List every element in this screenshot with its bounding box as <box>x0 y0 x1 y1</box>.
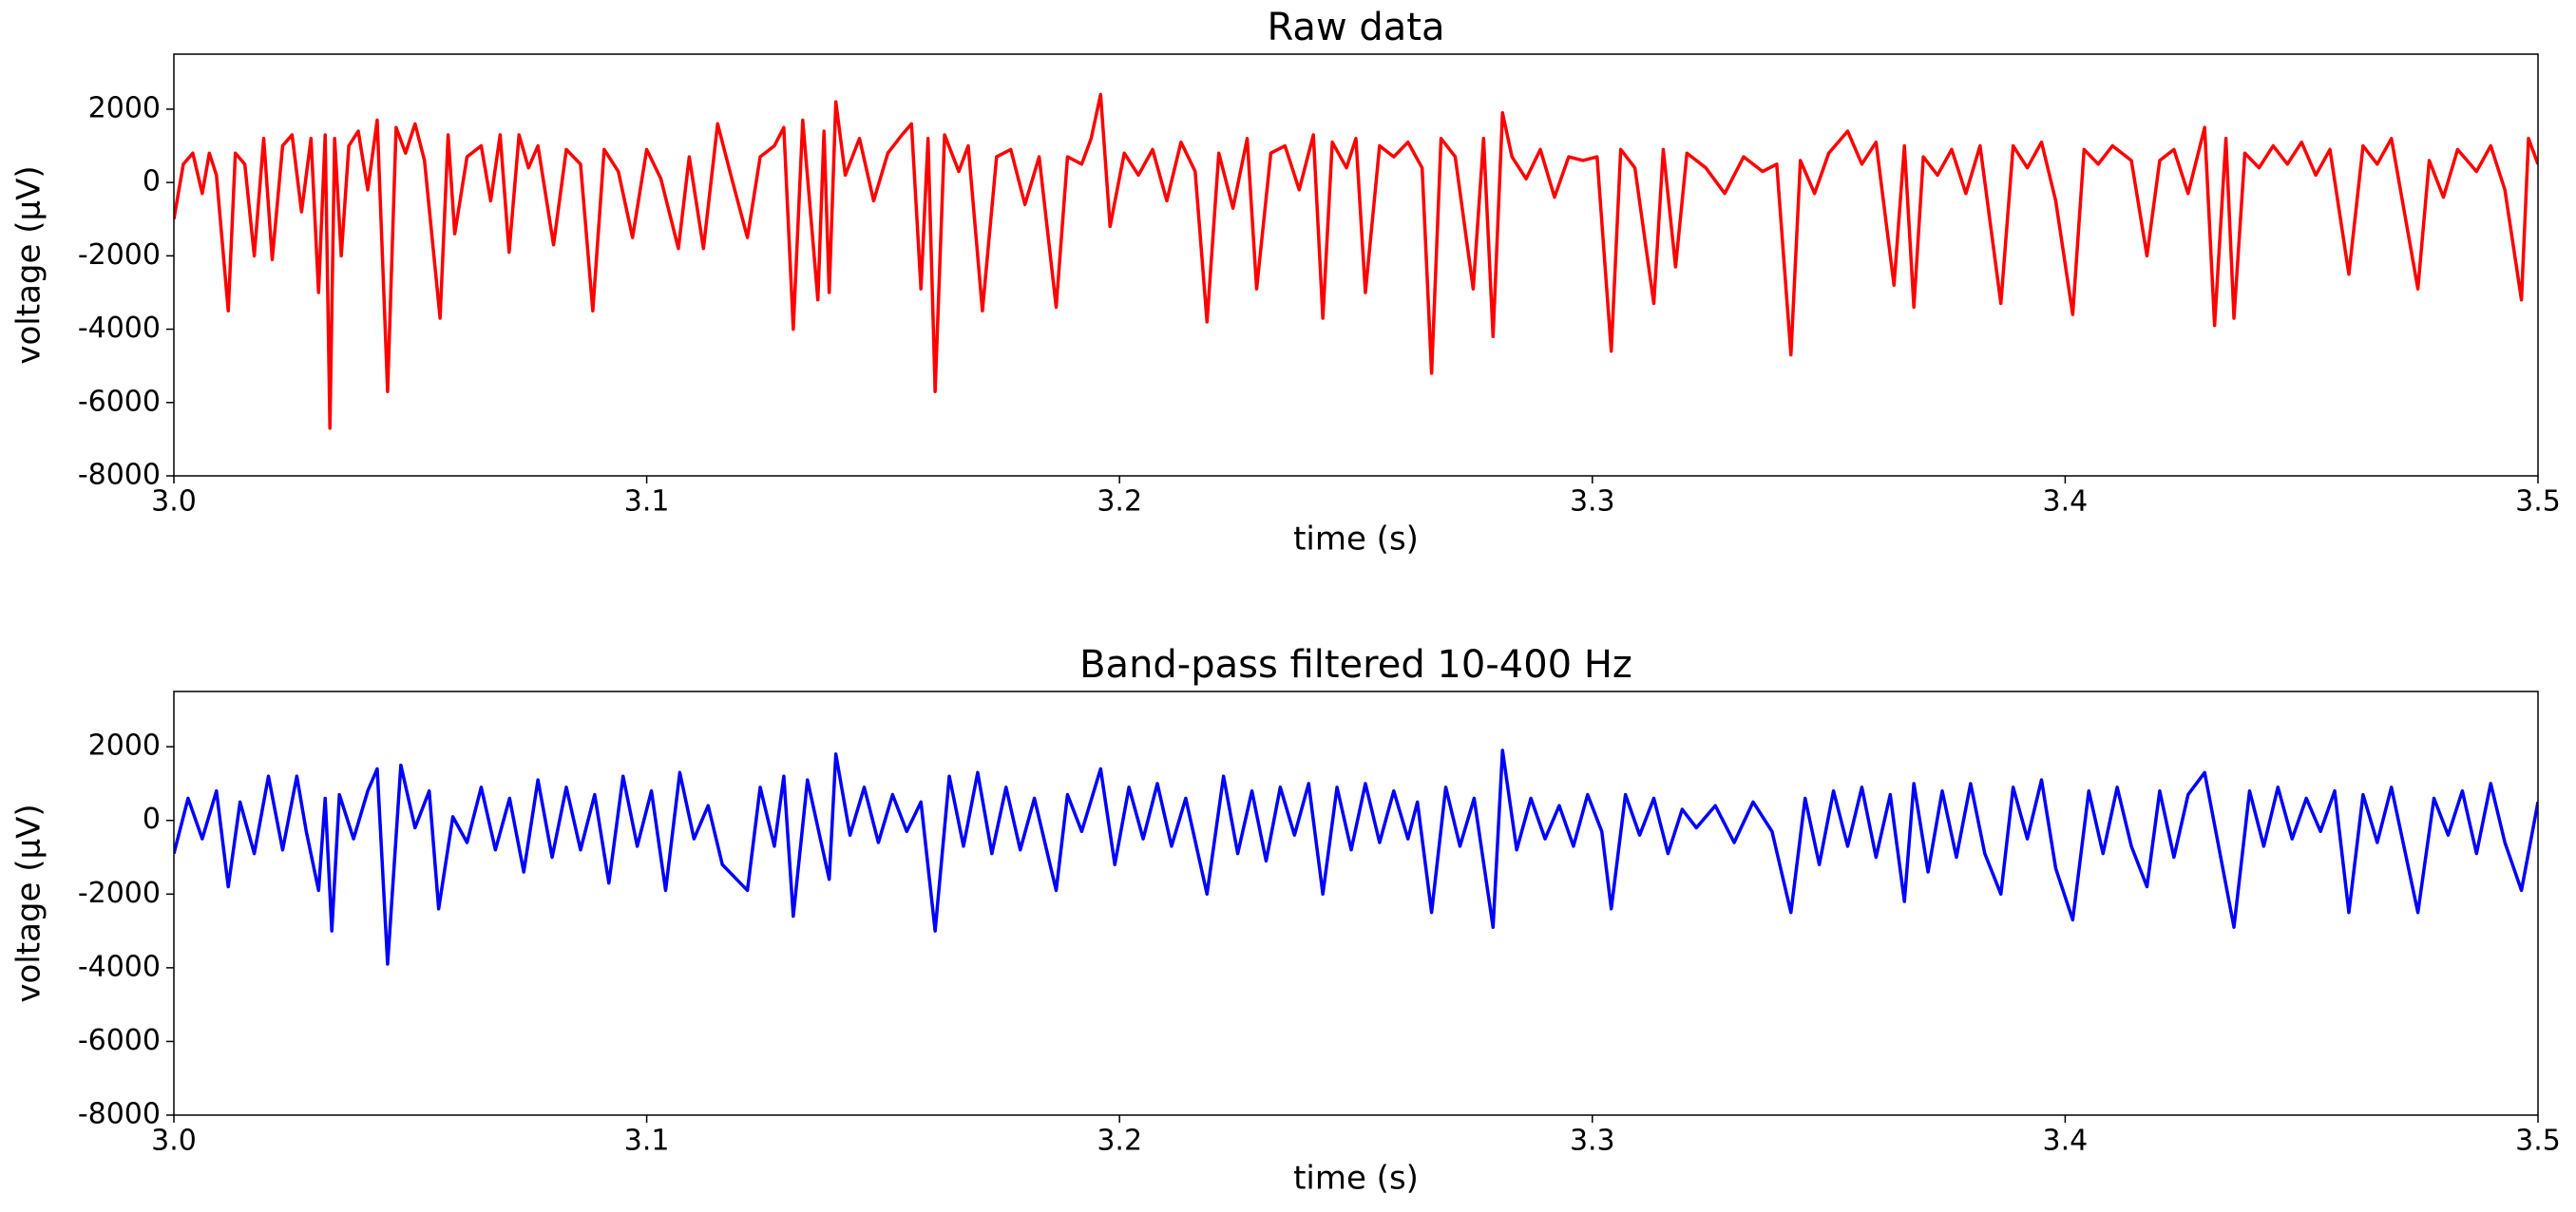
x-tick-label: 3.1 <box>624 1125 670 1158</box>
y-tick-label: -6000 <box>78 1024 161 1057</box>
data-line <box>174 748 2538 966</box>
data-line <box>174 92 2538 430</box>
y-tick-label: -8000 <box>78 459 161 492</box>
y-tick-label: -4000 <box>78 950 161 983</box>
y-tick-label: -6000 <box>78 385 161 418</box>
x-tick-label: 3.2 <box>1097 485 1142 519</box>
x-tick-label: 3.3 <box>1570 1125 1615 1158</box>
y-tick-label: 2000 <box>88 729 161 763</box>
x-tick-label: 3.4 <box>2043 485 2089 519</box>
y-tick-label: 0 <box>143 803 161 836</box>
x-tick-label: 3.0 <box>151 1125 197 1158</box>
x-axis-label: time (s) <box>1293 1160 1419 1198</box>
y-tick-label: -2000 <box>78 238 161 272</box>
chart-title: Band-pass filtered 10-400 Hz <box>1079 643 1632 687</box>
y-tick-label: -4000 <box>78 312 161 345</box>
x-tick-label: 3.2 <box>1097 1125 1142 1158</box>
y-tick-label: -8000 <box>78 1098 161 1131</box>
x-tick-label: 3.3 <box>1570 485 1615 519</box>
x-axis-label: time (s) <box>1293 521 1419 559</box>
x-tick-label: 3.0 <box>151 485 197 519</box>
x-tick-label: 3.5 <box>2515 485 2561 519</box>
y-axis-label: voltage (μV) <box>10 165 48 364</box>
x-tick-label: 3.4 <box>2043 1125 2089 1158</box>
x-tick-label: 3.1 <box>624 485 670 519</box>
y-tick-label: 0 <box>143 165 161 199</box>
y-axis-label: voltage (μV) <box>10 804 48 1002</box>
plot-frame <box>173 691 2539 1116</box>
chart-title: Raw data <box>1268 6 1445 49</box>
y-tick-label: 2000 <box>88 91 161 124</box>
y-tick-label: -2000 <box>78 877 161 910</box>
x-tick-label: 3.5 <box>2515 1125 2561 1158</box>
plot-frame <box>173 53 2539 477</box>
